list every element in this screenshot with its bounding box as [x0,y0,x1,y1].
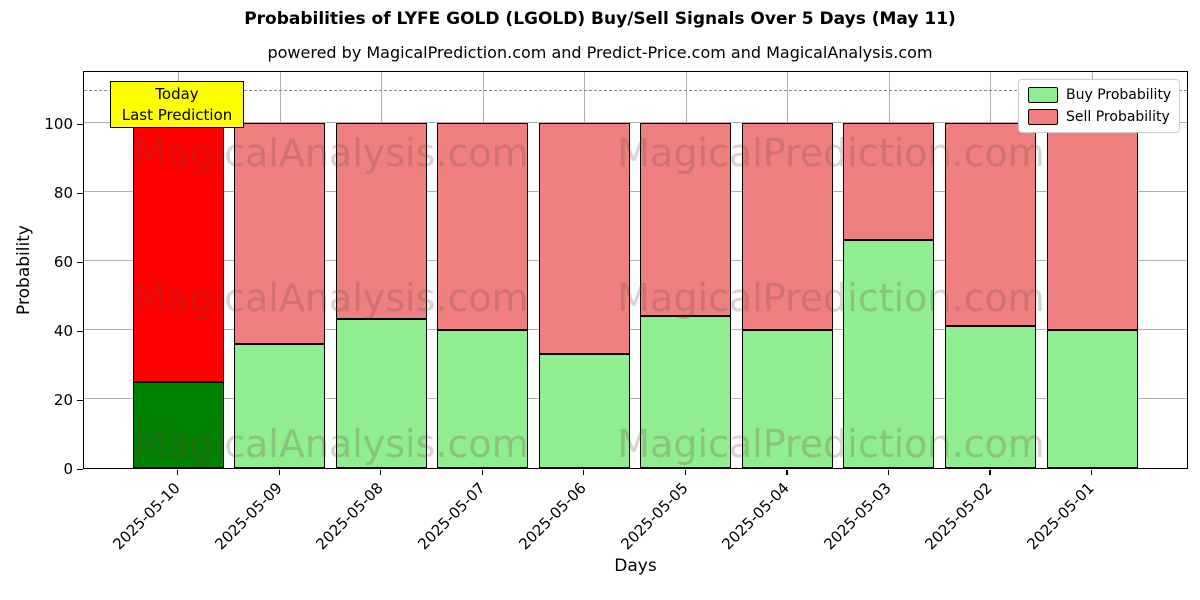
gridline-y-100 [84,121,1187,123]
gridline-y-60 [84,259,1187,261]
bar-sell-2025-05-05[interactable] [640,122,732,316]
gridline-y-40 [84,328,1187,330]
y-tick-label-60: 60 [53,252,73,271]
bar-buy-2025-05-09[interactable] [234,343,326,468]
bar-sell-2025-05-07[interactable] [437,122,529,330]
legend-swatch-0 [1028,87,1058,103]
bar-buy-2025-05-04[interactable] [741,329,833,468]
gridline-y-20 [84,397,1187,399]
bar-sell-2025-05-03[interactable] [843,122,935,240]
x-tick-label-2025-05-03: 2025-05-03 [820,479,895,554]
legend-row-0: Buy Probability [1028,87,1172,103]
bar-buy-2025-05-07[interactable] [437,329,529,468]
x-tick-label-2025-05-05: 2025-05-05 [617,479,692,554]
bar-sell-2025-05-09[interactable] [234,122,326,344]
bar-buy-2025-05-10[interactable] [132,381,224,468]
y-tick-label-40: 40 [53,321,73,340]
bar-buy-2025-05-02[interactable] [944,326,1036,468]
bar-sell-2025-05-04[interactable] [741,122,833,330]
x-tick-label-2025-05-06: 2025-05-06 [515,479,590,554]
x-axis-title: Days [614,556,657,576]
x-tick-label-2025-05-08: 2025-05-08 [312,479,387,554]
x-tick-2025-05-02 [989,470,991,475]
bar-sell-2025-05-06[interactable] [538,122,630,354]
bar-buy-2025-05-03[interactable] [843,239,935,468]
y-tick-label-100: 100 [44,114,73,133]
bar-sell-2025-05-10[interactable] [132,122,224,382]
y-tick-20 [77,399,83,402]
legend-label-1: Sell Probability [1066,109,1170,125]
y-tick-label-0: 0 [63,460,73,478]
x-tick-2025-05-04 [786,470,788,475]
plot-area: MagicalAnalysis.com MagicalPrediction.com… [83,71,1188,469]
bar-buy-2025-05-01[interactable] [1046,329,1138,468]
legend-label-0: Buy Probability [1066,87,1172,103]
bar-sell-2025-05-02[interactable] [944,122,1036,327]
legend-swatch-1 [1028,109,1058,125]
bar-sell-2025-05-08[interactable] [335,122,427,320]
x-tick-2025-05-01 [1091,470,1093,475]
today-annotation: Today Last Prediction [110,81,244,128]
y-tick-100 [77,123,83,125]
y-tick-40 [77,330,83,332]
x-tick-2025-05-03 [887,470,890,475]
x-tick-2025-05-05 [684,470,686,475]
y-tick-80 [77,192,83,194]
x-tick-label-2025-05-10: 2025-05-10 [109,479,184,554]
y-tick-60 [77,261,83,263]
x-tick-label-2025-05-09: 2025-05-09 [210,479,286,554]
y-tick-label-80: 80 [53,183,73,202]
bar-buy-2025-05-06[interactable] [538,354,630,468]
bar-buy-2025-05-08[interactable] [335,319,427,468]
x-tick-2025-05-06 [583,470,585,475]
x-tick-label-2025-05-02: 2025-05-02 [921,479,997,554]
legend-row-1: Sell Probability [1028,109,1170,125]
x-tick-2025-05-08 [380,470,382,475]
x-tick-label-2025-05-07: 2025-05-07 [414,479,489,554]
gridline-y-80 [84,190,1187,192]
threshold-dashed-line [84,89,1187,91]
x-tick-2025-05-09 [278,470,280,475]
annotation-line1: Today [155,84,199,103]
y-tick-0 [77,469,83,471]
bar-buy-2025-05-05[interactable] [640,316,732,468]
chart-title: Probabilities of LYFE GOLD (LGOLD) Buy/S… [244,9,956,29]
bar-sell-2025-05-01[interactable] [1046,122,1138,330]
x-tick-label-2025-05-04: 2025-05-04 [718,479,794,554]
x-tick-2025-05-10 [177,470,179,475]
legend: Buy Probability Sell Probability [1018,79,1180,133]
y-tick-label-20: 20 [53,390,73,409]
y-axis-title: Probability [14,225,34,315]
annotation-line2: Last Prediction [121,105,233,124]
x-tick-label-2025-05-01: 2025-05-01 [1023,479,1098,554]
x-tick-2025-05-07 [481,470,483,475]
chart-subtitle: powered by MagicalPrediction.com and Pre… [267,43,933,62]
